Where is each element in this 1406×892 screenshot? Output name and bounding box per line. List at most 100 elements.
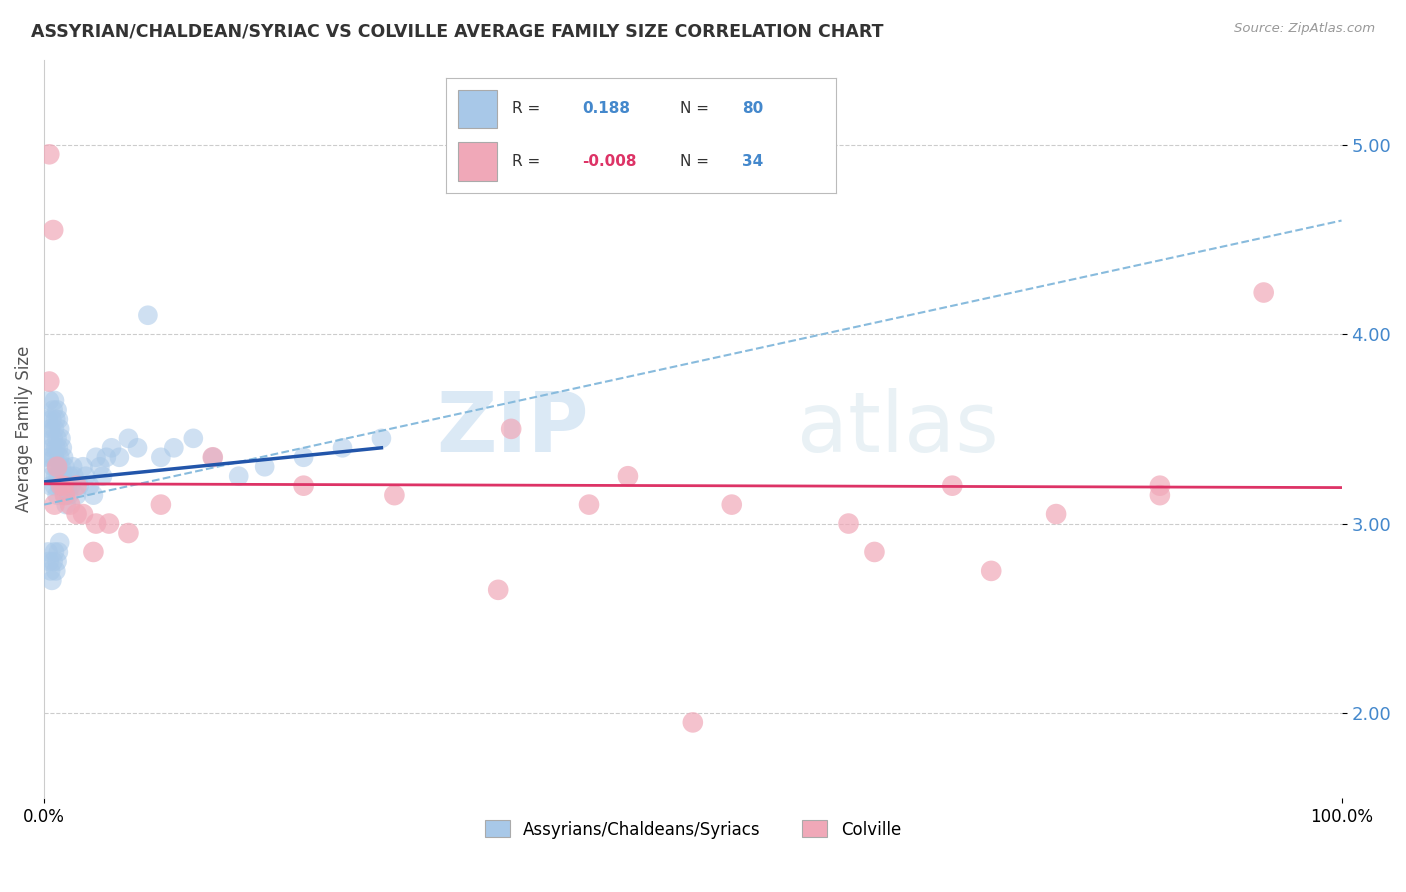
Point (980, 564, 1002, 578)
Point (41, 441, 63, 455)
Point (38, 554, 60, 568)
Point (941, 478, 963, 492)
Y-axis label: Average Family Size: Average Family Size (15, 346, 32, 512)
Point (53, 488, 76, 502)
Point (52, 478, 75, 492)
Point (48, 478, 70, 492)
Point (48, 422, 70, 436)
Point (41, 412, 63, 426)
Point (44, 478, 66, 492)
Point (38, 431, 60, 445)
Point (578, 498, 600, 512)
Point (82, 545, 104, 559)
Point (58, 488, 80, 502)
Point (201, 450, 224, 465)
Point (117, 526, 139, 541)
Point (39, 422, 62, 436)
Point (39, 478, 62, 492)
Point (41, 574, 63, 588)
Point (55, 469, 77, 483)
Point (501, 422, 523, 436)
Point (79, 478, 101, 492)
Point (51, 441, 73, 455)
Point (37, 412, 59, 426)
Point (201, 450, 224, 465)
Point (59, 469, 82, 483)
Point (38, 147, 60, 161)
Point (44, 393, 66, 408)
Point (292, 450, 315, 465)
Text: Source: ZipAtlas.com: Source: ZipAtlas.com (1234, 22, 1375, 36)
Point (149, 498, 172, 512)
Point (370, 431, 392, 445)
Point (253, 459, 276, 474)
Point (49, 478, 72, 492)
Point (60, 478, 83, 492)
Point (149, 450, 172, 465)
Point (52, 450, 75, 465)
Point (53, 488, 76, 502)
Point (117, 431, 139, 445)
Point (52, 478, 75, 492)
Point (46, 431, 69, 445)
Point (48, 469, 70, 483)
Point (55, 498, 77, 512)
Point (56, 478, 79, 492)
Point (1253, 285, 1275, 300)
Point (48, 441, 70, 455)
Text: atlas: atlas (797, 388, 998, 469)
Point (48, 412, 70, 426)
Point (51, 469, 73, 483)
Point (136, 308, 159, 322)
Point (39, 564, 62, 578)
Point (46, 554, 69, 568)
Point (1149, 488, 1171, 502)
Point (82, 488, 104, 502)
Point (44, 498, 66, 512)
Point (1149, 478, 1171, 492)
Point (100, 441, 122, 455)
Point (48, 535, 70, 549)
Point (49, 459, 72, 474)
Point (45, 441, 67, 455)
Point (59, 498, 82, 512)
Point (42, 431, 65, 445)
Point (42, 554, 65, 568)
Point (65, 478, 87, 492)
Point (837, 516, 859, 531)
Point (35, 450, 58, 465)
Point (49, 431, 72, 445)
Point (38, 375, 60, 389)
Point (91, 469, 114, 483)
Point (84, 516, 107, 531)
Point (65, 507, 87, 521)
Point (42, 459, 65, 474)
Point (45, 469, 67, 483)
Point (38, 393, 60, 408)
Point (228, 469, 250, 483)
Point (44, 422, 66, 436)
Legend: Assyrians/Chaldeans/Syriacs, Colville: Assyrians/Chaldeans/Syriacs, Colville (478, 814, 908, 846)
Point (181, 431, 204, 445)
Point (332, 441, 354, 455)
Point (46, 459, 69, 474)
Text: ASSYRIAN/CHALDEAN/SYRIAC VS COLVILLE AVERAGE FAMILY SIZE CORRELATION CHART: ASSYRIAN/CHALDEAN/SYRIAC VS COLVILLE AVE… (31, 22, 883, 40)
Point (46, 403, 69, 417)
Point (44, 450, 66, 465)
Point (720, 498, 742, 512)
Point (863, 545, 886, 559)
Point (1045, 507, 1067, 521)
Point (41, 469, 63, 483)
Point (292, 478, 315, 492)
Point (163, 441, 186, 455)
Point (84, 450, 107, 465)
Point (48, 545, 70, 559)
Point (42, 223, 65, 237)
Point (45, 564, 67, 578)
Point (45, 412, 67, 426)
Point (44, 545, 66, 559)
Text: ZIP: ZIP (436, 388, 589, 469)
Point (42, 403, 65, 417)
Point (62, 459, 84, 474)
Point (72, 507, 94, 521)
